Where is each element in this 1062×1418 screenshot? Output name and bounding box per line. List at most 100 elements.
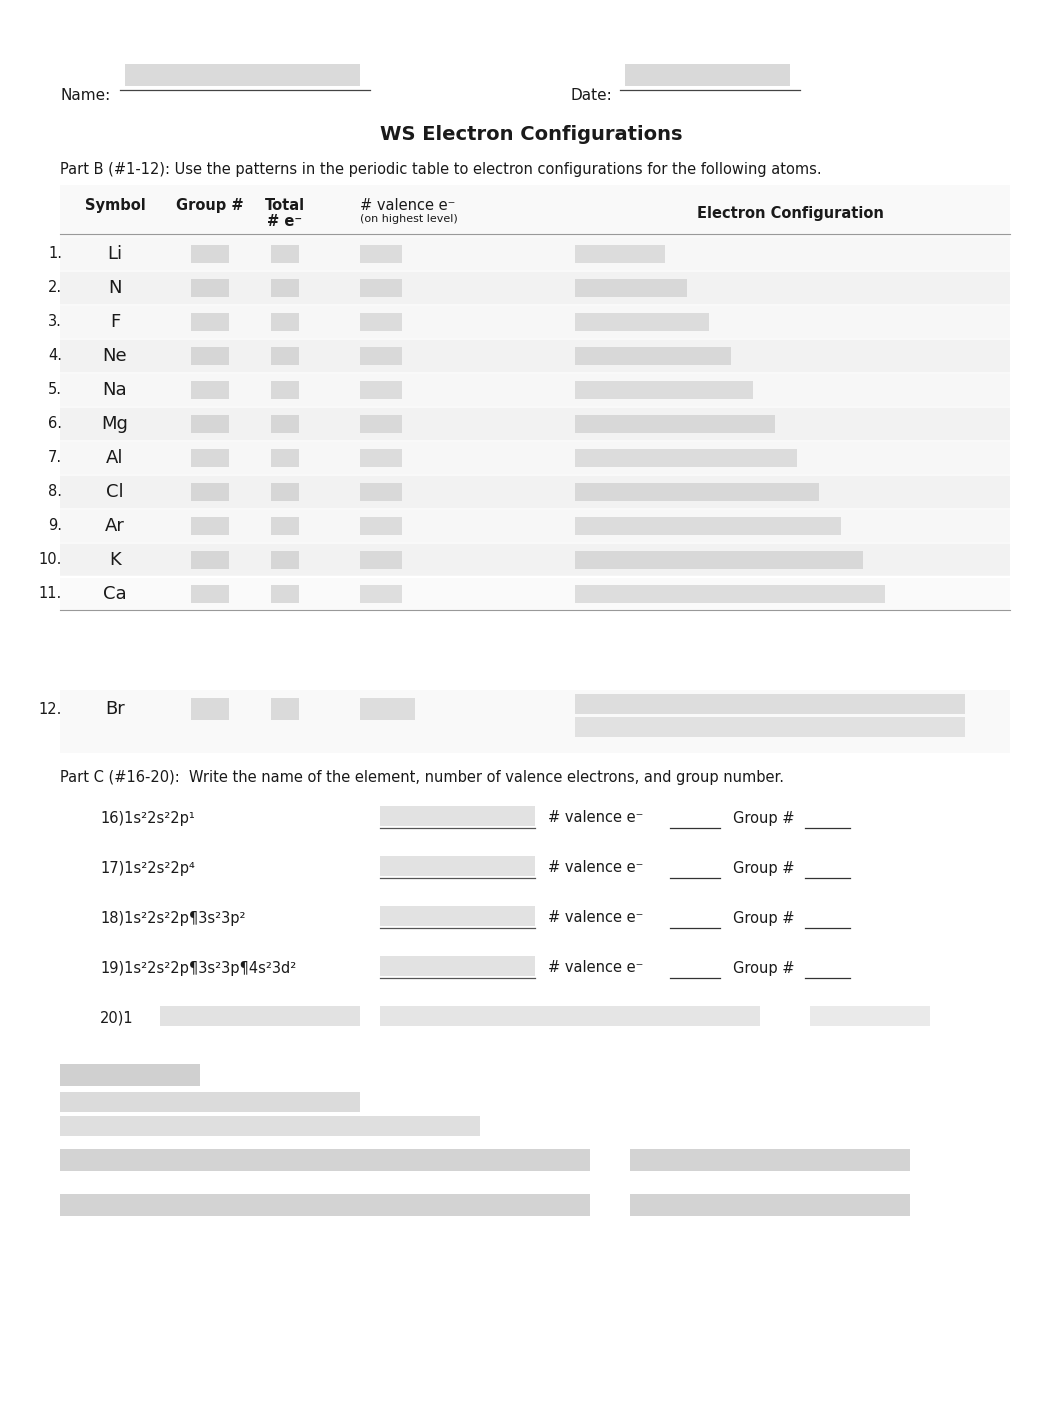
FancyBboxPatch shape: [360, 245, 402, 262]
FancyBboxPatch shape: [360, 313, 402, 330]
FancyBboxPatch shape: [59, 272, 1010, 303]
Text: 20)1: 20)1: [100, 1011, 134, 1025]
FancyBboxPatch shape: [59, 691, 1010, 753]
Text: 12.: 12.: [38, 702, 62, 716]
FancyBboxPatch shape: [59, 545, 1010, 576]
Text: Part C (#16-20):  Write the name of the element, number of valence electrons, an: Part C (#16-20): Write the name of the e…: [59, 770, 784, 786]
Text: Group #: Group #: [733, 910, 794, 926]
FancyBboxPatch shape: [271, 313, 299, 330]
FancyBboxPatch shape: [191, 313, 229, 330]
FancyBboxPatch shape: [59, 408, 1010, 440]
FancyBboxPatch shape: [59, 1149, 590, 1171]
Text: Electron Configuration: Electron Configuration: [697, 206, 884, 221]
Text: Date:: Date:: [570, 88, 612, 104]
Text: 9.: 9.: [48, 519, 62, 533]
FancyBboxPatch shape: [191, 698, 229, 720]
Text: 8.: 8.: [48, 485, 62, 499]
Text: 6.: 6.: [48, 417, 62, 431]
Text: 16)1s²2s²2p¹: 16)1s²2s²2p¹: [100, 811, 194, 825]
Text: 1.: 1.: [48, 247, 62, 261]
FancyBboxPatch shape: [191, 484, 229, 501]
FancyBboxPatch shape: [360, 450, 402, 467]
FancyBboxPatch shape: [575, 450, 796, 467]
FancyBboxPatch shape: [59, 374, 1010, 406]
Text: Group #: Group #: [733, 811, 794, 825]
FancyBboxPatch shape: [575, 313, 709, 330]
FancyBboxPatch shape: [575, 693, 965, 715]
Text: Ar: Ar: [105, 518, 125, 535]
FancyBboxPatch shape: [59, 1116, 480, 1136]
Text: # valence e⁻: # valence e⁻: [548, 960, 644, 976]
FancyBboxPatch shape: [271, 245, 299, 262]
FancyBboxPatch shape: [630, 1149, 910, 1171]
Text: 18)1s²2s²2p¶3s²3p²: 18)1s²2s²2p¶3s²3p²: [100, 910, 245, 926]
Text: 19)1s²2s²2p¶3s²3p¶4s²3d²: 19)1s²2s²2p¶3s²3p¶4s²3d²: [100, 960, 296, 976]
FancyBboxPatch shape: [160, 1005, 360, 1027]
FancyBboxPatch shape: [191, 586, 229, 603]
Text: 17)1s²2s²2p⁴: 17)1s²2s²2p⁴: [100, 861, 194, 875]
FancyBboxPatch shape: [271, 586, 299, 603]
FancyBboxPatch shape: [360, 279, 402, 296]
FancyBboxPatch shape: [271, 484, 299, 501]
Text: Group #: Group #: [733, 861, 794, 875]
FancyBboxPatch shape: [575, 381, 753, 398]
FancyBboxPatch shape: [360, 552, 402, 569]
FancyBboxPatch shape: [380, 856, 535, 876]
FancyBboxPatch shape: [191, 518, 229, 535]
Text: WS Electron Configurations: WS Electron Configurations: [380, 125, 682, 145]
FancyBboxPatch shape: [59, 238, 1010, 269]
FancyBboxPatch shape: [360, 415, 402, 432]
FancyBboxPatch shape: [271, 381, 299, 398]
FancyBboxPatch shape: [380, 956, 535, 976]
FancyBboxPatch shape: [59, 340, 1010, 372]
FancyBboxPatch shape: [59, 1092, 360, 1112]
Text: Al: Al: [106, 450, 124, 467]
Text: 11.: 11.: [38, 587, 62, 601]
FancyBboxPatch shape: [271, 698, 299, 720]
Text: 2.: 2.: [48, 281, 62, 295]
Text: Na: Na: [103, 381, 127, 398]
FancyBboxPatch shape: [59, 476, 1010, 508]
FancyBboxPatch shape: [575, 245, 665, 262]
FancyBboxPatch shape: [575, 718, 965, 737]
FancyBboxPatch shape: [59, 1064, 200, 1086]
FancyBboxPatch shape: [191, 381, 229, 398]
FancyBboxPatch shape: [125, 64, 360, 86]
FancyBboxPatch shape: [271, 415, 299, 432]
FancyBboxPatch shape: [626, 64, 790, 86]
FancyBboxPatch shape: [59, 306, 1010, 337]
Text: Ne: Ne: [103, 347, 127, 364]
FancyBboxPatch shape: [191, 552, 229, 569]
FancyBboxPatch shape: [59, 579, 1010, 610]
FancyBboxPatch shape: [575, 586, 885, 603]
Text: Ca: Ca: [103, 586, 126, 603]
Text: Cl: Cl: [106, 484, 124, 501]
Text: (on highest level): (on highest level): [360, 214, 458, 224]
FancyBboxPatch shape: [191, 450, 229, 467]
Text: 10.: 10.: [38, 553, 62, 567]
Text: N: N: [108, 279, 122, 296]
FancyBboxPatch shape: [380, 906, 535, 926]
FancyBboxPatch shape: [191, 415, 229, 432]
Text: K: K: [109, 552, 121, 569]
FancyBboxPatch shape: [810, 1005, 930, 1027]
FancyBboxPatch shape: [360, 698, 415, 720]
FancyBboxPatch shape: [575, 552, 863, 569]
FancyBboxPatch shape: [191, 245, 229, 262]
FancyBboxPatch shape: [575, 279, 687, 296]
Text: Mg: Mg: [102, 415, 129, 432]
Text: Group #: Group #: [176, 199, 244, 213]
FancyBboxPatch shape: [360, 381, 402, 398]
Text: Group #: Group #: [733, 960, 794, 976]
FancyBboxPatch shape: [271, 347, 299, 364]
Text: 5.: 5.: [48, 383, 62, 397]
FancyBboxPatch shape: [360, 586, 402, 603]
FancyBboxPatch shape: [271, 450, 299, 467]
FancyBboxPatch shape: [380, 1005, 760, 1027]
Text: Name:: Name:: [59, 88, 110, 104]
Text: F: F: [109, 313, 120, 330]
Text: # valence e⁻: # valence e⁻: [548, 910, 644, 926]
Text: Part B (#1-12): Use the patterns in the periodic table to electron configuration: Part B (#1-12): Use the patterns in the …: [59, 162, 822, 177]
FancyBboxPatch shape: [191, 347, 229, 364]
FancyBboxPatch shape: [271, 552, 299, 569]
